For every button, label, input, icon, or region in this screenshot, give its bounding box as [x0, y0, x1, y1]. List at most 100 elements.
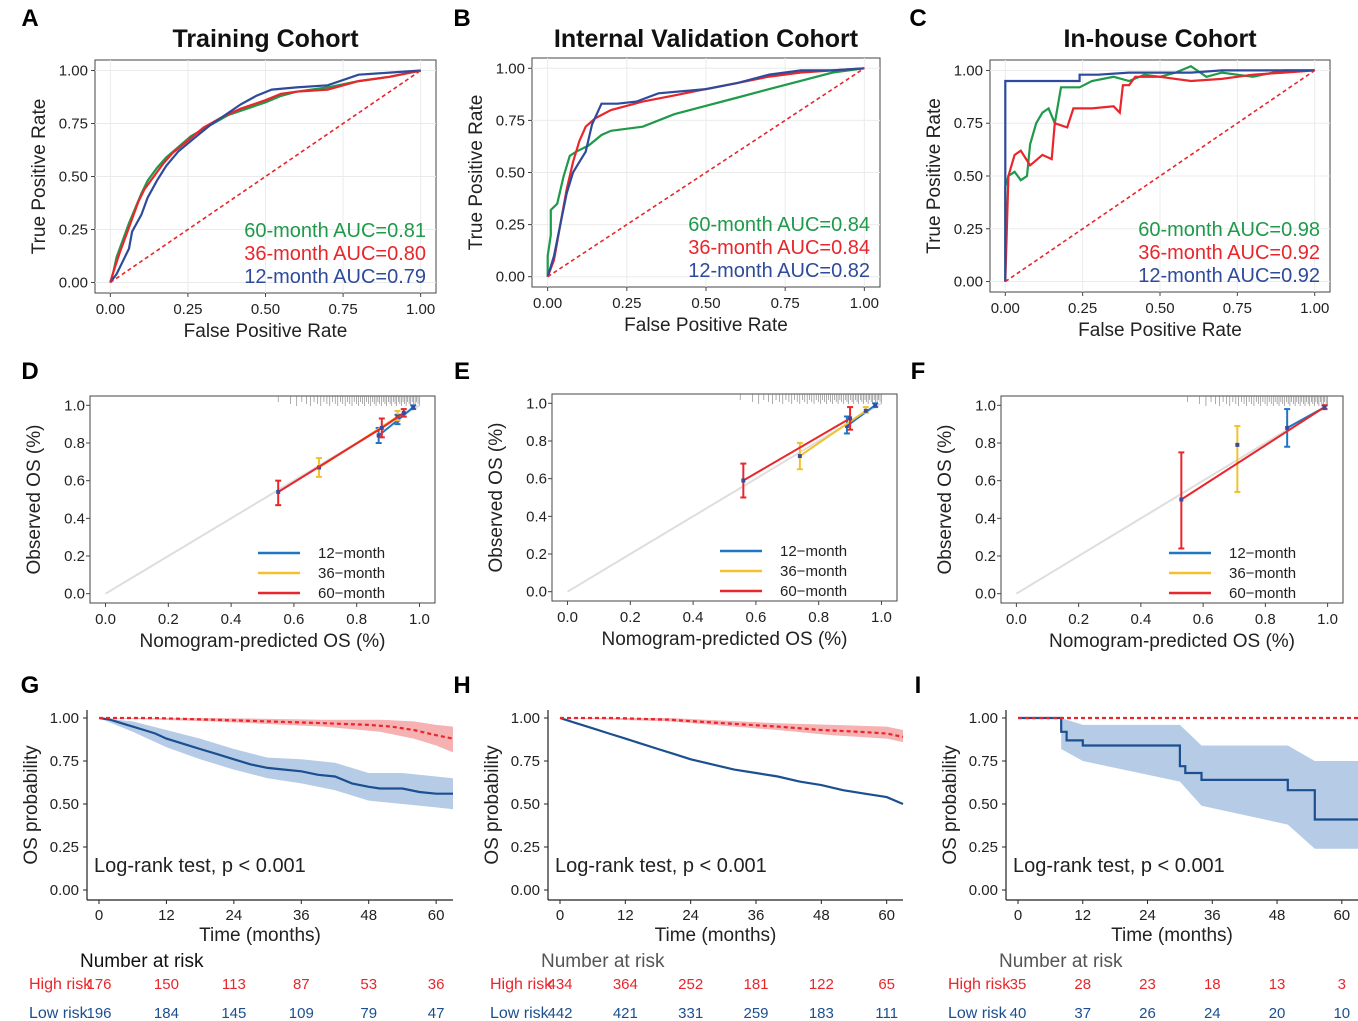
auc-label: 36-month AUC=0.80 [244, 243, 426, 265]
risk-count-high: 13 [1269, 976, 1286, 993]
ideal-line [567, 402, 882, 593]
y-tick-label: 0.4 [526, 508, 547, 525]
x-tick-label: 1.0 [409, 611, 430, 628]
panel-label-f: F [911, 358, 926, 385]
y-tick-label: 0.0 [526, 584, 547, 601]
y-tick-label: 0.25 [496, 217, 525, 234]
x-tick-label: 0.75 [1223, 300, 1252, 317]
x-tick-label: 0.6 [283, 611, 304, 628]
calibration-point [741, 478, 746, 483]
x-tick-label: 60 [1333, 907, 1350, 924]
x-tick-label: 12 [617, 907, 634, 924]
risk-count-high: 434 [547, 976, 572, 993]
y-tick-label: 0.75 [969, 753, 998, 770]
calibration-line-36-month [799, 409, 867, 457]
auc-label: 36-month AUC=0.92 [1138, 242, 1320, 264]
y-tick-label: 1.00 [954, 62, 983, 79]
auc-label: 60-month AUC=0.98 [1138, 219, 1320, 241]
risk-count-low: 109 [289, 1005, 314, 1021]
y-tick-label: 1.0 [64, 397, 85, 414]
panel-label-c: C [909, 5, 926, 32]
y-tick-label: 0.75 [59, 115, 88, 132]
y-tick-label: 1.0 [975, 397, 996, 414]
x-tick-label: 0.00 [991, 300, 1020, 317]
y-tick-label: 0.50 [969, 796, 998, 813]
y-tick-label: 0.25 [511, 839, 540, 856]
confidence-band-low-risk [1018, 718, 1358, 849]
y-tick-label: 0.75 [50, 753, 79, 770]
risk-count-low: 421 [613, 1005, 638, 1021]
x-tick-label: 48 [813, 907, 830, 924]
y-tick-label: 0.25 [954, 221, 983, 238]
x-axis-label: Nomogram-predicted OS (%) [601, 629, 847, 650]
y-axis-label: True Positive Rate [924, 98, 945, 254]
calibration-point [1322, 405, 1327, 410]
calibration-point [379, 425, 384, 430]
x-tick-label: 0.0 [1006, 611, 1027, 628]
x-tick-label: 36 [748, 907, 765, 924]
survival-curve-low-risk [98, 716, 453, 795]
risk-count-high: 122 [809, 976, 834, 993]
calibration-point [873, 403, 878, 408]
roc-line-12-month [109, 69, 421, 284]
x-axis-label: False Positive Rate [1078, 320, 1242, 341]
y-axis-label: Observed OS (%) [486, 423, 507, 573]
risk-count-low: 259 [743, 1005, 768, 1021]
chart-title: In-house Cohort [1063, 25, 1257, 53]
risk-table-title: Number at risk [80, 951, 204, 972]
risk-count-low: 26 [1139, 1005, 1156, 1021]
x-tick-label: 0.75 [771, 295, 800, 312]
y-tick-label: 0.00 [511, 882, 540, 899]
y-tick-label: 0.00 [50, 882, 79, 899]
x-tick-label: 0.8 [346, 611, 367, 628]
legend-label: 12−month [1229, 545, 1296, 562]
survival-curve-high-risk [560, 716, 904, 738]
risk-count-low: 40 [1010, 1005, 1027, 1021]
auc-label: 12-month AUC=0.82 [688, 260, 870, 282]
chart-title: Training Cohort [172, 25, 359, 53]
x-tick-label: 0.6 [1193, 611, 1214, 628]
auc-label: 12-month AUC=0.92 [1138, 265, 1320, 287]
log-rank-annotation: Log-rank test, p < 0.001 [94, 855, 306, 877]
x-tick-label: 36 [293, 907, 310, 924]
risk-count-low: 47 [428, 1005, 445, 1021]
survival-curve-low-risk [1018, 716, 1358, 821]
auc-label: 36-month AUC=0.84 [688, 237, 870, 259]
calibration-line-60-month [742, 417, 851, 482]
y-tick-label: 0.00 [954, 274, 983, 291]
x-tick-label: 12 [158, 907, 175, 924]
x-tick-label: 36 [1204, 907, 1221, 924]
y-tick-label: 1.00 [511, 710, 540, 727]
x-tick-label: 0.50 [691, 295, 720, 312]
x-tick-label: 1.0 [1317, 611, 1338, 628]
x-tick-label: 0 [556, 907, 564, 924]
legend-label: 60−month [1229, 585, 1296, 602]
risk-count-high: 53 [360, 976, 377, 993]
y-axis-label: Observed OS (%) [935, 425, 956, 575]
x-tick-label: 0.2 [1068, 611, 1089, 628]
calibration-point [1285, 425, 1290, 430]
calibration-point [797, 454, 802, 459]
calibration-point [1179, 497, 1184, 502]
y-tick-label: 1.0 [526, 395, 547, 412]
panel-label-d: D [21, 358, 38, 385]
confidence-band-high-risk [560, 718, 903, 743]
x-tick-label: 0.2 [620, 609, 641, 626]
auc-label: 60-month AUC=0.81 [244, 220, 426, 242]
x-tick-label: 24 [682, 907, 699, 924]
x-tick-label: 0.4 [683, 609, 704, 626]
calibration-point [863, 408, 868, 413]
risk-count-low: 145 [221, 1005, 246, 1021]
x-tick-label: 24 [1139, 907, 1156, 924]
risk-count-high: 23 [1139, 976, 1156, 993]
x-axis-label: Time (months) [199, 925, 321, 946]
roc-line-12-month [1004, 69, 1315, 282]
x-tick-label: 0.8 [808, 609, 829, 626]
risk-count-low: 184 [154, 1005, 179, 1021]
y-axis-label: OS probability [940, 745, 961, 865]
risk-count-low: 111 [875, 1005, 898, 1021]
legend-label: 12−month [318, 545, 385, 562]
calibration-point [848, 416, 853, 421]
risk-count-low: 79 [360, 1005, 377, 1021]
y-tick-label: 0.4 [64, 510, 85, 527]
